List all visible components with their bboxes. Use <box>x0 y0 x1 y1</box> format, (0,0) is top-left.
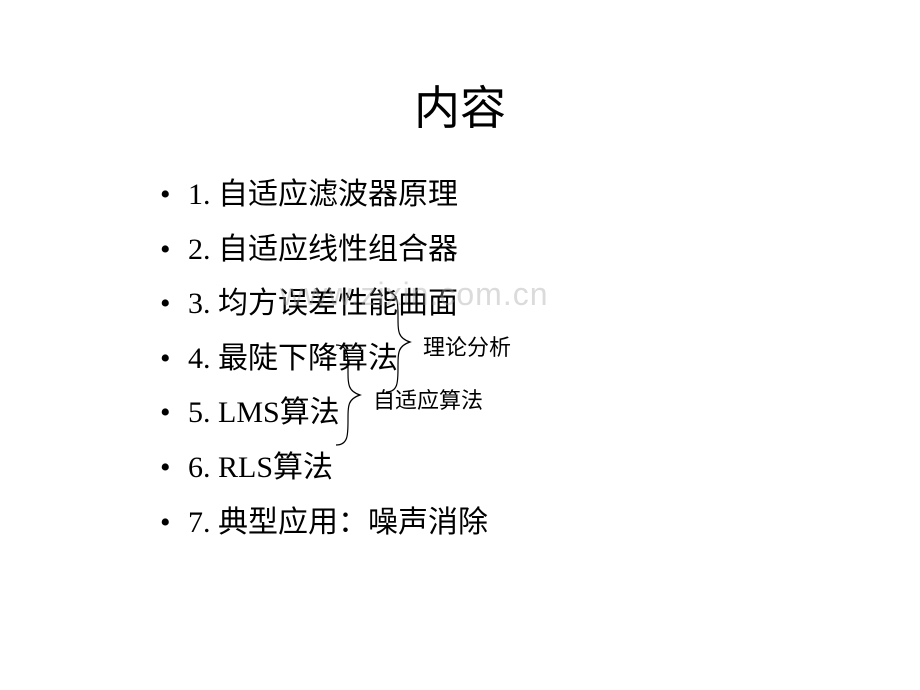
list-item: 4. 最陡下降算法 <box>160 332 920 387</box>
list-item: 2. 自适应线性组合器 <box>160 223 920 278</box>
annotation-adaptive: 自适应算法 <box>373 383 483 415</box>
content-area: 1. 自适应滤波器原理 2. 自适应线性组合器 3. 均方误差性能曲面 4. 最… <box>0 168 920 550</box>
brace-adaptive: 自适应算法 <box>328 343 368 447</box>
brace-theory: 理论分析 <box>378 290 418 394</box>
list-item: 7. 典型应用：噪声消除 <box>160 496 920 551</box>
annotation-theory: 理论分析 <box>423 330 511 362</box>
list-item: 3. 均方误差性能曲面 <box>160 277 920 332</box>
list-item: 5. LMS算法 <box>160 386 920 441</box>
brace-icon <box>328 343 368 447</box>
page-title: 内容 <box>0 0 920 168</box>
list-item: 1. 自适应滤波器原理 <box>160 168 920 223</box>
bullet-list: 1. 自适应滤波器原理 2. 自适应线性组合器 3. 均方误差性能曲面 4. 最… <box>160 168 920 550</box>
brace-icon <box>378 290 418 394</box>
list-item: 6. RLS算法 <box>160 441 920 496</box>
